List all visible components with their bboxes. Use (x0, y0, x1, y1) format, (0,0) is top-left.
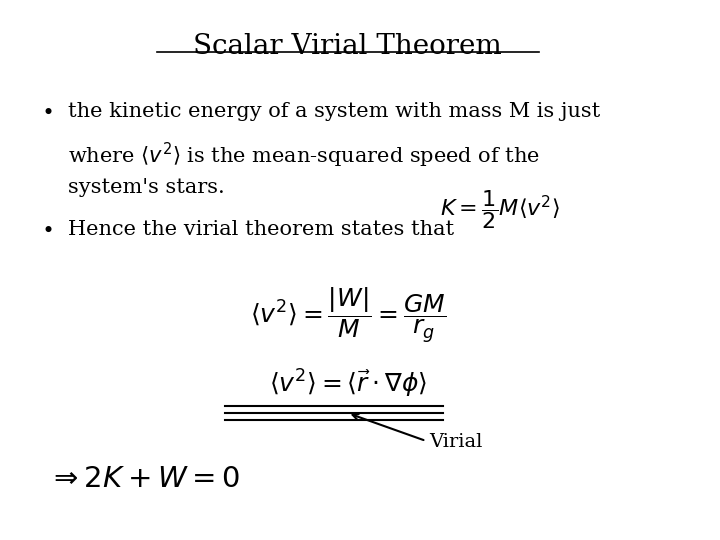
Text: $\Rightarrow 2K + W = 0$: $\Rightarrow 2K + W = 0$ (48, 464, 240, 492)
Text: where $\langle v^2\rangle$ is the mean-squared speed of the: where $\langle v^2\rangle$ is the mean-s… (68, 141, 540, 170)
Text: $\bullet$: $\bullet$ (41, 102, 53, 120)
Text: Hence the virial theorem states that: Hence the virial theorem states that (68, 220, 454, 239)
Text: Virial: Virial (430, 433, 483, 451)
Text: $\langle v^2 \rangle = \dfrac{|W|}{M} = \dfrac{GM}{r_g}$: $\langle v^2 \rangle = \dfrac{|W|}{M} = … (250, 286, 446, 345)
Text: $\langle v^2 \rangle = \langle \vec{r} \cdot \nabla\phi \rangle$: $\langle v^2 \rangle = \langle \vec{r} \… (269, 367, 427, 400)
Text: $K = \dfrac{1}{2} M \langle v^2 \rangle$: $K = \dfrac{1}{2} M \langle v^2 \rangle$ (440, 188, 560, 232)
Text: $\bullet$: $\bullet$ (41, 220, 53, 239)
Text: system's stars.: system's stars. (68, 178, 225, 197)
Text: Scalar Virial Theorem: Scalar Virial Theorem (194, 33, 502, 60)
Text: the kinetic energy of a system with mass M is just: the kinetic energy of a system with mass… (68, 102, 600, 120)
